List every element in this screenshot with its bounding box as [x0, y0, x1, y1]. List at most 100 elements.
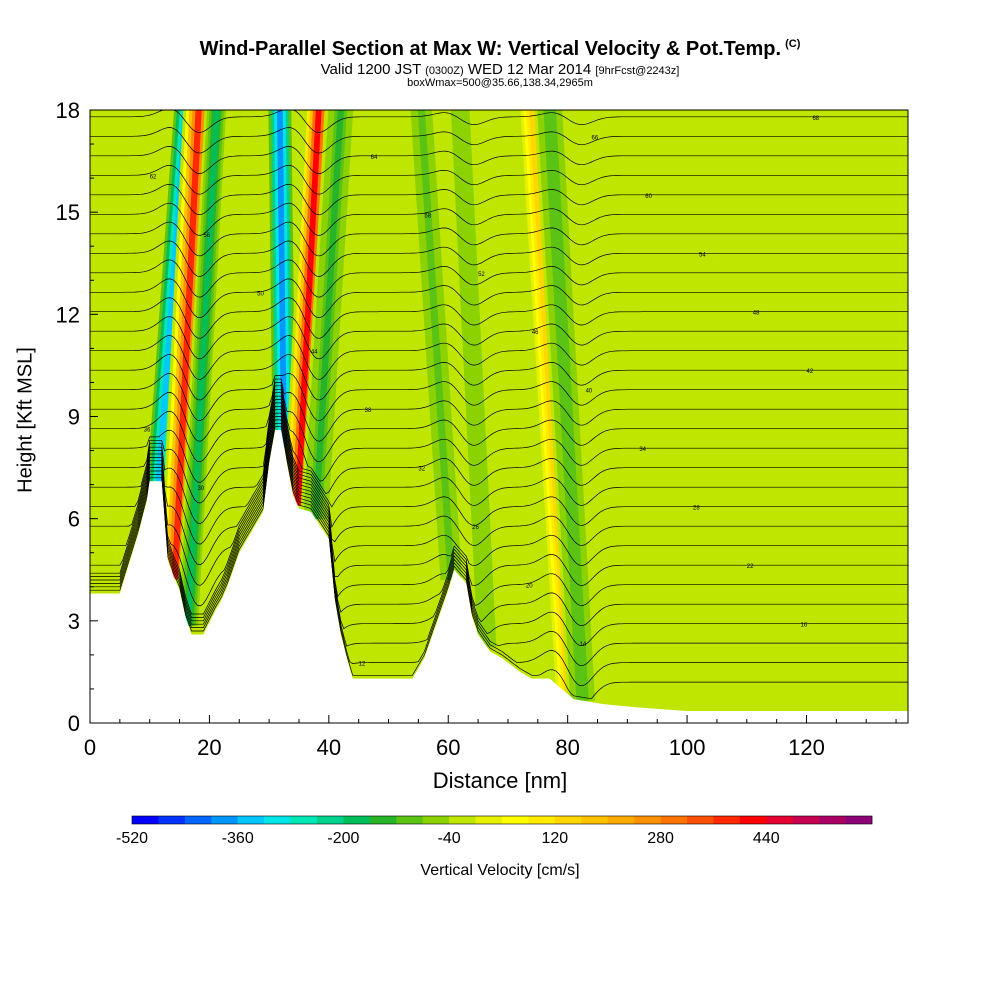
colorbar-swatch-15 — [528, 816, 556, 824]
theta-contour-label-14: 38 — [365, 408, 372, 414]
colorbar-swatch-8 — [343, 816, 371, 824]
colorbar-frame — [131, 815, 873, 825]
valid-utc: (0300Z) — [425, 65, 464, 77]
x-tick-label-100: 100 — [669, 735, 706, 760]
colorbar-swatch-4 — [237, 816, 265, 824]
theta-contour-label-15: 40 — [586, 389, 593, 395]
x-tick-label-80: 80 — [555, 735, 579, 760]
colorbar-swatch-21 — [687, 816, 714, 824]
colorbar-swatch-26 — [819, 816, 846, 824]
y-tick-label-12: 12 — [56, 302, 80, 327]
theta-contour-label-8: 26 — [472, 525, 479, 531]
x-axis-title: Distance [nm] — [432, 768, 568, 793]
theta-contour-6 — [90, 405, 908, 607]
chart-subtitle: Valid 1200 JST (0300Z) WED 12 Mar 2014 [… — [0, 61, 1000, 78]
valid-date: WED 12 Mar 2014 — [467, 61, 592, 78]
x-tick-label-60: 60 — [436, 735, 460, 760]
colorbar-swatch-12 — [449, 816, 476, 824]
colorbar-swatch-11 — [422, 816, 450, 824]
colorbar-swatch-18 — [607, 816, 635, 824]
colorbar-tick-label-440: 440 — [753, 830, 780, 847]
theta-contour-14 — [90, 378, 908, 442]
theta-contour-18 — [90, 316, 908, 360]
y-axis-title: Height [Kft MSL] — [14, 347, 37, 493]
theta-contour-13 — [90, 382, 908, 463]
box-info: boxWmax=500@35.66,138.34,2965m — [407, 77, 593, 89]
theta-contour-16 — [90, 354, 908, 401]
theta-contour-label-22: 54 — [699, 252, 706, 258]
colorbar-swatch-22 — [713, 816, 741, 824]
theta-contour-label-5: 20 — [526, 584, 533, 590]
valid-time: Valid 1200 JST — [320, 61, 421, 78]
velocity-plume-3-band-1 — [277, 110, 287, 448]
colorbar-swatch-3 — [211, 816, 239, 824]
terrain-mask — [90, 430, 908, 723]
colorbar: -520 -360 -200 -40 120 280 440 — [116, 815, 873, 847]
colorbar-swatch-7 — [317, 816, 344, 824]
theta-contour-8 — [90, 399, 908, 566]
title-corner: (C) — [785, 38, 801, 51]
theta-contour-label-20: 50 — [257, 291, 264, 297]
x-tick-label-20: 20 — [197, 735, 221, 760]
theta-contour-label-13: 36 — [144, 428, 151, 434]
colorbar-swatch-27 — [845, 816, 873, 824]
velocity-plume-5-band-1 — [312, 110, 344, 520]
colorbar-swatch-1 — [158, 816, 186, 824]
theta-contour-label-17: 44 — [311, 350, 318, 356]
theta-contour-21 — [90, 259, 908, 298]
theta-contour-label-16: 42 — [806, 369, 813, 375]
colorbar-swatch-19 — [634, 816, 661, 824]
colorbar-swatch-17 — [581, 816, 609, 824]
colorbar-tick-label--200: -200 — [327, 830, 359, 847]
theta-contour-15 — [90, 373, 908, 421]
theta-contour-29 — [90, 110, 908, 133]
theta-contour-4 — [90, 412, 908, 626]
velocity-plume-2-band-1 — [186, 110, 219, 626]
y-tick-label-18: 18 — [56, 98, 80, 123]
velocity-plume-7-band-1 — [457, 110, 491, 648]
theta-contour-17 — [90, 335, 908, 380]
colorbar-swatch-25 — [792, 816, 820, 824]
theta-contour-label-29: 68 — [812, 116, 819, 122]
forecast-tag: [9hrFcst@2243z] — [595, 65, 680, 77]
y-tick-label-0: 0 — [68, 711, 80, 736]
colorbar-title: Vertical Velocity [cm/s] — [420, 862, 580, 879]
theta-contour-label-25: 60 — [645, 194, 652, 200]
theta-contour-label-19: 48 — [753, 311, 760, 317]
theta-contour-label-21: 52 — [478, 272, 485, 278]
theta-contour-label-9: 28 — [693, 506, 700, 512]
theta-contour-label-23: 56 — [203, 233, 210, 239]
theta-contour-12 — [90, 385, 908, 483]
velocity-plume-4-band-1 — [294, 110, 322, 506]
theta-contour-label-10: 30 — [197, 486, 204, 492]
theta-contour-2 — [90, 419, 908, 667]
theta-contour-27 — [90, 146, 908, 174]
theta-contour-label-6: 22 — [747, 564, 754, 570]
colorbar-swatch-20 — [660, 816, 688, 824]
theta-contour-9 — [90, 395, 908, 545]
theta-contour-label-27: 64 — [371, 155, 378, 161]
theta-contour-label-28: 66 — [592, 135, 599, 141]
colorbar-swatch-23 — [739, 816, 767, 824]
chart-title: Wind-Parallel Section at Max W: Vertical… — [0, 38, 1000, 61]
theta-contour-25 — [90, 183, 908, 216]
colorbar-swatch-13 — [475, 816, 503, 824]
theta-contour-label-12: 34 — [639, 447, 646, 453]
theta-contour-3 — [90, 416, 908, 646]
x-tick-label-40: 40 — [317, 735, 341, 760]
colorbar-swatch-2 — [184, 816, 212, 824]
y-tick-label-3: 3 — [68, 609, 80, 634]
colorbar-swatch-10 — [396, 816, 424, 824]
theta-contour-26 — [90, 165, 908, 195]
colorbar-tick-label--520: -520 — [116, 830, 148, 847]
theta-contour-label-18: 46 — [532, 330, 539, 336]
velocity-plume-1-band-1 — [171, 110, 202, 580]
theta-contour-label-26: 62 — [150, 174, 157, 180]
theta-contour-label-11: 32 — [418, 467, 425, 473]
theta-contour-22 — [90, 240, 908, 277]
colorbar-tick-label--360: -360 — [222, 830, 254, 847]
colorbar-swatch-14 — [502, 816, 529, 824]
y-tick-label-6: 6 — [68, 507, 80, 532]
